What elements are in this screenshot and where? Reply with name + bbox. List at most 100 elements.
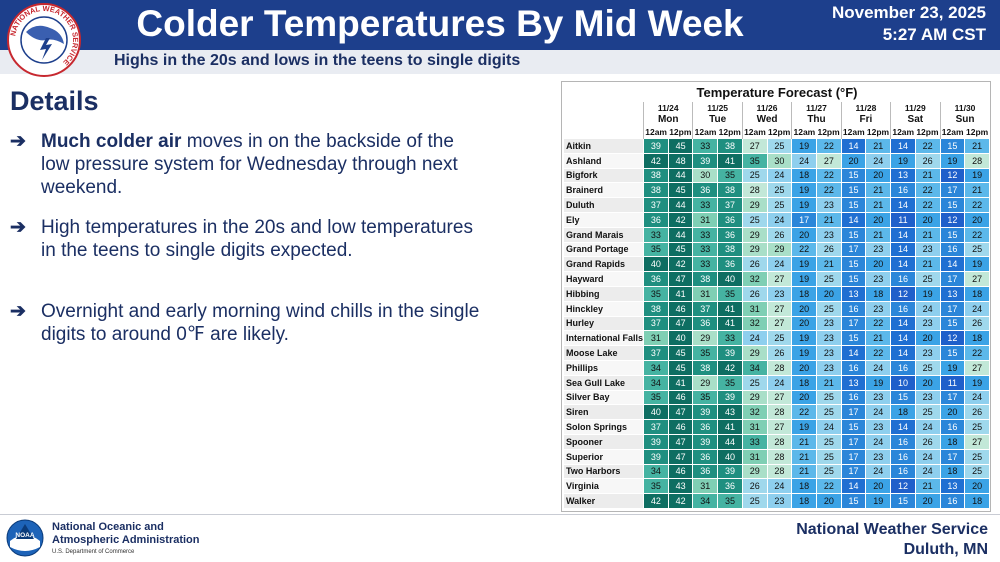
temperature-cell: 23	[766, 285, 793, 302]
temperature-cell: 15	[840, 493, 867, 509]
date-header: 11/25	[692, 102, 743, 114]
detail-bullet-3: ➔ Overnight and early morning wind chill…	[10, 300, 480, 346]
temperature-cell: 42	[667, 211, 694, 228]
temperature-cell: 42	[667, 493, 694, 509]
temperature-cell: 19	[890, 152, 916, 169]
temperature-cell: 26	[766, 345, 793, 361]
temperature-cell: 27	[964, 271, 990, 287]
temperature-cell: 26	[964, 404, 990, 421]
temperature-cell: 29	[741, 389, 768, 406]
temperature-cell: 19	[964, 256, 990, 273]
page-subtitle: Highs in the 20s and lows in the teens t…	[114, 52, 521, 69]
temperature-cell: 21	[914, 478, 941, 495]
table-row: Two Harbors 34 46 36 39 29 28 21 25 17 24 16 24 18 25	[562, 463, 990, 480]
table-row: Walker 42 42 34 35 25 23 18 20 15 19 15 20 16 18	[562, 493, 990, 509]
temperature-cell: 23	[914, 345, 941, 361]
table-row: Grand Rapids 40 42 33 36 26 24 19 21 15 20 14 21 14 19	[562, 256, 990, 273]
temperature-cell: 43	[667, 478, 694, 495]
table-row: Duluth 37 44 33 37 29 25 19 23 15 21 14 22 15 22	[562, 197, 990, 213]
temperature-cell: 16	[890, 433, 916, 450]
temperature-cell: 23	[865, 389, 892, 406]
temperature-cell: 31	[741, 448, 768, 465]
temperature-cell: 33	[692, 138, 719, 154]
city-name: International Falls	[562, 330, 645, 347]
temperature-cell: 15	[840, 271, 867, 287]
temperature-cell: 43	[717, 404, 743, 421]
temperature-cell: 27	[766, 271, 793, 287]
temperature-cell: 12	[939, 211, 966, 228]
city-name: Two Harbors	[562, 463, 645, 480]
temperature-cell: 18	[791, 167, 817, 184]
temperature-cell: 16	[890, 271, 916, 287]
temperature-cell: 19	[914, 285, 941, 302]
temperature-cell: 25	[766, 197, 793, 213]
temperature-cell: 30	[692, 167, 719, 184]
temperature-cell: 11	[890, 211, 916, 228]
temperature-cell: 22	[964, 226, 990, 243]
temperature-cell: 33	[692, 256, 719, 273]
temperature-cell: 22	[815, 182, 842, 199]
temperature-cell: 21	[815, 256, 842, 273]
temperature-cell: 15	[939, 138, 966, 154]
temperature-cell: 19	[791, 330, 817, 347]
temperature-cell: 27	[766, 419, 793, 435]
temperature-cell: 25	[741, 493, 768, 509]
temperature-cell: 20	[791, 389, 817, 406]
temperature-cell: 23	[914, 315, 941, 332]
header-spacer	[564, 102, 644, 114]
table-row: Phillips 34 45 38 42 34 28 20 23 16 24 16 25 19 27	[562, 359, 990, 376]
subcol-header: 12am	[643, 126, 669, 139]
temperature-cell: 44	[717, 433, 743, 450]
header-spacer	[564, 126, 644, 139]
temperature-cell: 36	[692, 448, 719, 465]
city-name: Ely	[562, 211, 645, 228]
noaa-logo-text: NOAA	[15, 532, 34, 539]
temperature-cell: 23	[815, 359, 842, 376]
city-name: Hibbing	[562, 285, 645, 302]
temperature-cell: 15	[939, 345, 966, 361]
temperature-cell: 24	[914, 448, 941, 465]
temperature-cell: 29	[741, 241, 768, 258]
office-city: Duluth, MN	[903, 541, 988, 558]
arrow-right-icon: ➔	[10, 301, 26, 322]
subcol-header: 12pm	[669, 127, 692, 137]
temperature-cell: 33	[692, 226, 719, 243]
temperature-cell: 39	[643, 138, 669, 154]
arrow-right-icon: ➔	[10, 217, 26, 238]
temperature-cell: 21	[791, 433, 817, 450]
temperature-cell: 29	[741, 345, 768, 361]
temperature-cell: 20	[791, 359, 817, 376]
temperature-cell: 46	[667, 463, 694, 480]
temperature-cell: 44	[667, 167, 694, 184]
temperature-cell: 44	[667, 226, 694, 243]
temperature-cell: 38	[717, 138, 743, 154]
table-row: Superior 39 47 36 40 31 28 21 25 17 23 16 24 17 25	[562, 448, 990, 465]
temperature-cell: 18	[865, 285, 892, 302]
temperature-cell: 45	[667, 359, 694, 376]
table-row: Hinckley 38 46 37 41 31 27 20 25 16 23 16 24 17 24	[562, 300, 990, 317]
temperature-cell: 35	[643, 478, 669, 495]
city-name: Walker	[562, 493, 645, 509]
subcol-header: 12am	[840, 126, 866, 139]
day-header: Sun	[939, 114, 990, 126]
temperature-cell: 18	[964, 493, 990, 509]
temperature-cell: 20	[914, 493, 941, 509]
temperature-cell: 22	[791, 241, 817, 258]
temperature-cell: 21	[791, 463, 817, 480]
temperature-cell: 19	[865, 374, 892, 391]
temperature-cell: 19	[939, 359, 966, 376]
temperature-cell: 36	[717, 256, 743, 273]
table-row: Solon Springs 37 46 36 41 31 27 19 24 15 23 14 24 16 2…	[562, 419, 990, 435]
temperature-cell: 24	[865, 359, 892, 376]
date-header: 11/30	[939, 102, 990, 114]
temperature-cell: 35	[717, 493, 743, 509]
temperature-cell: 33	[643, 226, 669, 243]
temperature-cell: 47	[667, 404, 694, 421]
temperature-cell: 28	[741, 182, 768, 199]
temperature-cell: 40	[643, 404, 669, 421]
temperature-cell: 23	[766, 493, 793, 509]
temperature-cell: 14	[840, 138, 867, 154]
temperature-cell: 40	[667, 330, 694, 347]
temperature-cell: 36	[692, 419, 719, 435]
bullet-1-bold: Much colder air	[41, 131, 182, 152]
